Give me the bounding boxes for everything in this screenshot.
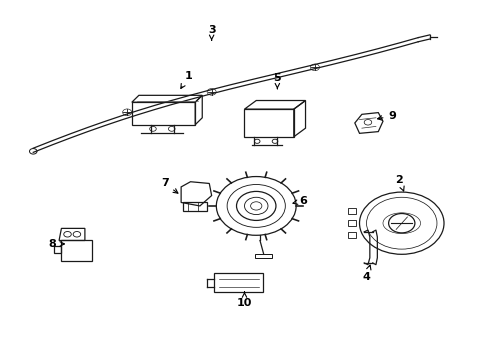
Bar [255,254,272,258]
Text: 3: 3 [207,25,215,40]
Bar [183,202,206,211]
Text: 1: 1 [181,71,192,89]
Text: 7: 7 [161,179,178,193]
Text: 9: 9 [377,111,395,121]
Bar [347,208,355,214]
Bar [61,240,92,261]
Text: 8: 8 [48,239,64,249]
Text: 6: 6 [292,196,306,206]
Text: 4: 4 [362,265,370,282]
Text: 10: 10 [236,292,252,308]
Text: 5: 5 [273,73,281,89]
Bar [347,232,355,238]
Bar [347,220,355,226]
Bar [214,273,263,292]
Bar [244,109,293,137]
Text: 2: 2 [395,175,403,191]
